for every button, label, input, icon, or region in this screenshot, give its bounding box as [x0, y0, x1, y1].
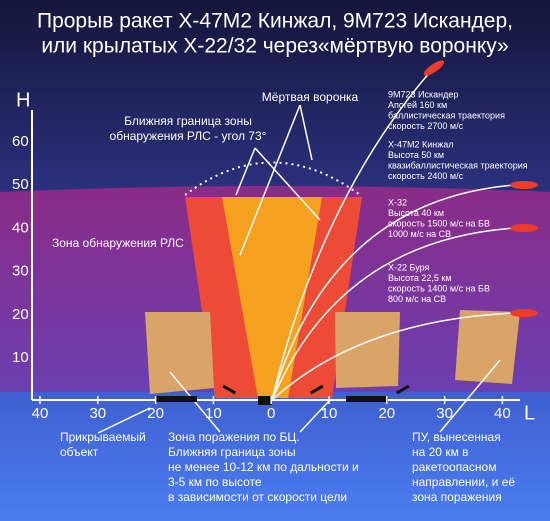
detection-zone-label: Зона обнаружения РЛС	[52, 236, 184, 250]
missile-label: скорость 2400 м/с	[388, 171, 464, 181]
h-tick-label: 30	[12, 263, 29, 280]
l-tick-label: 10	[321, 405, 338, 422]
l-tick-label: 30	[436, 405, 453, 422]
annotation: в зависимости от скорости цели	[168, 490, 347, 504]
annotation: объект	[60, 445, 99, 459]
missile-label: 9М723 Искандер	[388, 89, 458, 99]
missiles	[423, 60, 538, 317]
h-tick-label: 50	[12, 176, 29, 193]
missile-label: квазибаллистическая траектория	[388, 160, 528, 170]
h-tick-label: 60	[12, 133, 29, 150]
missile-label: скорость 1500 м/с на БВ	[388, 218, 490, 228]
l-tick-label: 30	[89, 405, 106, 422]
missile-label: баллистическая траектория	[388, 110, 505, 120]
dead-funnel	[222, 197, 322, 398]
h-tick-label: 10	[12, 349, 29, 366]
missile-label: 1000 м/с на СВ	[388, 229, 451, 239]
zone-launcher	[455, 310, 520, 384]
trajectories	[271, 71, 516, 401]
l-tick-label: 10	[205, 405, 222, 422]
annotation: Прикрываемый	[60, 430, 146, 444]
angle-arc	[184, 161, 361, 196]
annotation: Ближняя граница зоны	[168, 445, 296, 459]
annotation: ПУ, вынесенная	[412, 430, 501, 444]
zone-right	[335, 312, 400, 388]
annotation: на 20 км в	[412, 445, 469, 459]
missile-label: Х-22 Буря	[388, 262, 430, 272]
annotation: Зона поражения по БЦ.	[168, 430, 300, 444]
h-tick-label: 20	[12, 306, 29, 323]
annotation: зона поражения	[412, 490, 502, 504]
l-tick-label: 0	[267, 405, 275, 422]
l-axis-label: L	[524, 402, 535, 424]
l-tick-label: 40	[494, 405, 511, 422]
missile-label: Х-32	[388, 197, 407, 207]
missile-label: Апогей 160 км	[388, 100, 447, 110]
missile-label: 800 м/с на СВ	[388, 294, 446, 304]
near-boundary-label: Ближняя граница зоны	[124, 114, 252, 128]
l-tick-label: 20	[147, 405, 164, 422]
annotation: не менее 10-12 км по дальности и	[168, 460, 359, 474]
title-line: или крылатых Х-22/32 через«мёртвую ворон…	[41, 35, 508, 58]
annotation: 3-5 км по высоте	[168, 475, 262, 489]
l-tick-label: 20	[378, 405, 395, 422]
missile-label: Х-47М2 Кинжал	[388, 139, 454, 149]
dead-funnel-label: Мёртвая воронка	[262, 90, 359, 104]
annotation: ракетоопасном	[412, 460, 496, 474]
missile-label: скорость 2700 м/с	[388, 121, 464, 131]
missile-label: Высота 50 км	[388, 150, 444, 160]
h-axis-label: H	[16, 89, 30, 111]
missile-label: Высота 22,5 км	[388, 273, 452, 283]
zone-left	[145, 312, 214, 394]
missile-label: скорость 1400 м/с на БВ	[388, 283, 490, 293]
ground-objects	[155, 384, 410, 405]
l-tick-label: 40	[32, 405, 49, 422]
near-boundary-label: обнаружения РЛС - угол 73°	[110, 129, 267, 143]
annotation: направлении, и её	[412, 475, 515, 489]
h-tick-label: 40	[12, 219, 29, 236]
missile-label: Высота 40 км	[388, 208, 444, 218]
title-line: Прорыв ракет Х-47М2 Кинжал, 9М723 Исканд…	[37, 10, 513, 33]
